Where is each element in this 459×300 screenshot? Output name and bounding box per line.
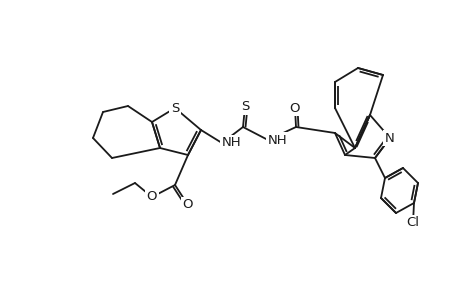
Text: NH: NH <box>222 136 241 149</box>
Text: O: O <box>182 199 193 212</box>
Text: O: O <box>289 101 300 115</box>
Text: S: S <box>170 101 179 115</box>
Text: N: N <box>384 131 394 145</box>
Text: S: S <box>241 100 249 113</box>
Text: NH: NH <box>268 134 287 146</box>
Text: Cl: Cl <box>406 217 419 230</box>
Text: O: O <box>146 190 157 203</box>
